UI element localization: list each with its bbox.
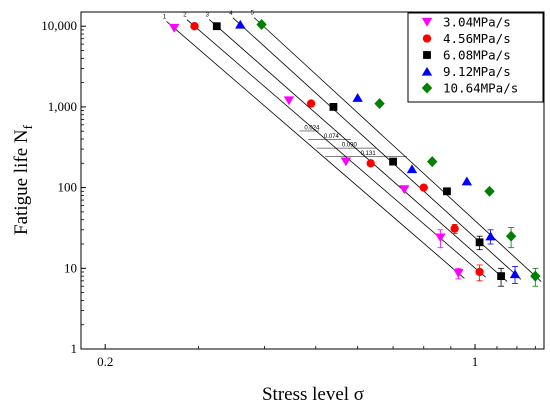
data-point-triangle-up	[509, 269, 521, 279]
y-tick-label: 10,000	[41, 18, 77, 33]
data-point-triangle-up	[352, 93, 363, 102]
legend-marker-triangle-down	[421, 17, 433, 27]
data-point-triangle-up	[406, 164, 418, 174]
data-point-triangle-down	[435, 233, 446, 243]
y-axis-title: Fatigue life Nf	[11, 124, 35, 235]
data-point-diamond	[374, 98, 385, 110]
data-point-triangle-down	[453, 269, 464, 278]
data-point-triangle-up	[485, 231, 496, 241]
data-point-diamond	[484, 185, 495, 197]
data-point-triangle-down	[283, 96, 295, 106]
data-point-diamond	[256, 19, 267, 30]
data-point-diamond	[427, 156, 438, 168]
data-point-square	[497, 272, 505, 281]
data-point-triangle-down	[399, 185, 410, 195]
fit-line-label: 5	[251, 11, 255, 17]
data-point-triangle-down	[168, 23, 180, 33]
fit-lines: 1 2 3 4 5	[163, 11, 542, 282]
fit-line-label: 3	[206, 13, 210, 19]
x-tick-label: 1	[472, 354, 479, 369]
legend-marker-diamond	[421, 82, 433, 94]
spacing-label: 0.090	[342, 143, 358, 149]
data-point-diamond	[505, 230, 517, 242]
spacing-label: 0.074	[324, 134, 340, 140]
y-tick-label: 1,000	[48, 99, 77, 114]
fit-line-label: 2	[183, 13, 187, 19]
x-axis: 0.2 1	[97, 344, 536, 369]
data-points	[168, 19, 541, 287]
data-point-circle	[366, 159, 375, 168]
fit-line-4	[232, 17, 522, 280]
fit-line-label: 4	[229, 11, 233, 17]
data-point-circle	[190, 22, 199, 31]
y-tick-label: 10	[64, 260, 77, 275]
data-point-square	[389, 157, 397, 166]
y-tick-label: 1	[71, 341, 78, 356]
fit-line-1	[166, 21, 465, 279]
x-tick-label: 0.2	[97, 354, 113, 369]
legend-label: 10.64MPa/s	[443, 81, 518, 96]
legend-label: 4.56MPa/s	[443, 31, 511, 46]
legend-label: 3.04MPa/s	[443, 15, 511, 30]
data-point-triangle-down	[340, 157, 352, 167]
legend-label: 6.08MPa/s	[443, 48, 511, 63]
data-point-circle	[419, 183, 428, 192]
legend-marker-triangle-up	[421, 66, 433, 76]
y-axis-title-main: Fatigue life N	[11, 129, 32, 235]
y-tick-label: 100	[58, 180, 78, 195]
x-axis-title: Stress level σ	[262, 384, 364, 405]
data-point-circle	[450, 224, 459, 233]
data-point-circle	[306, 99, 316, 108]
y-axis: 1 10 100 1,000 10,000	[41, 18, 86, 356]
data-point-diamond	[530, 270, 541, 282]
plot-frame	[80, 11, 545, 350]
data-point-square	[212, 22, 221, 31]
data-point-triangle-up	[461, 176, 473, 186]
data-point-square	[443, 187, 451, 196]
legend: 3.04MPa/s4.56MPa/s 6.08MPa/s9.12MPa/s 10.6…	[407, 12, 544, 103]
spacing-label: 0.131	[361, 151, 377, 157]
data-point-square	[475, 238, 484, 247]
y-axis-title-subscript: f	[20, 124, 35, 129]
fit-line-3	[208, 19, 508, 282]
legend-label: 9.12MPa/s	[443, 64, 511, 79]
legend-marker-square	[423, 51, 431, 59]
legend-marker-circle	[422, 34, 432, 43]
data-point-square	[329, 103, 338, 111]
fit-line-label: 1	[163, 14, 167, 20]
data-point-circle	[475, 267, 484, 277]
data-point-triangle-up	[235, 19, 246, 29]
spacing-label: 0.024	[304, 125, 320, 131]
